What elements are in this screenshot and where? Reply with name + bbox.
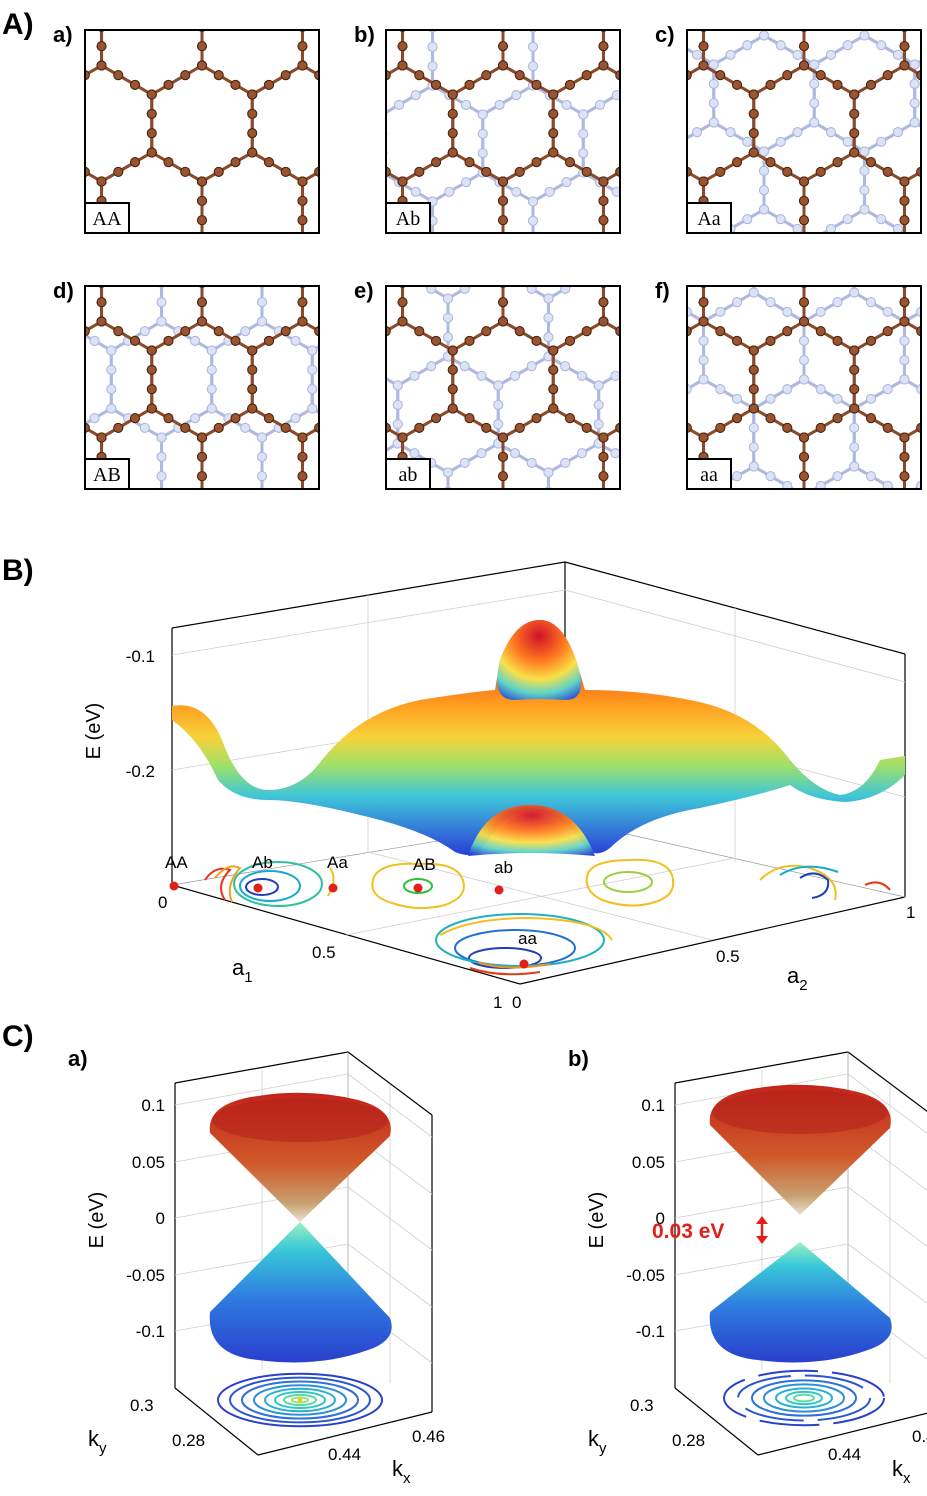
dirac-ztick: -0.1 [636,1322,665,1341]
ky-tick-0.28: 0.28 [172,1431,205,1450]
stacking-tag-ab: ab [399,464,418,486]
lattice-letter-ab: e) [354,278,374,303]
lattice-letter-AA: a) [53,22,73,47]
dirac-floor-contours [218,1374,382,1426]
panel-b-a2-label: a2 [787,963,808,994]
section-label-c: C) [2,1020,34,1053]
lattice-letter-aa: f) [655,278,670,303]
dirac-ztick: -0.05 [126,1266,165,1285]
ky-tick-0.28: 0.28 [672,1431,705,1450]
stacking-point-Aa [329,884,338,893]
stacking-tag-Aa: Aa [697,208,720,230]
panel-b-energy-surface [172,620,905,856]
ky-tick-0.3: 0.3 [130,1396,154,1415]
stacking-tag-Ab: Ab [396,208,420,230]
dirac-cone-panel-1: a) 0.1 0.05 0 -0.05 -0.1 E (eV) 0.3 0.28 0.44 0.46… [68,1046,445,1487]
panel-b-a1-tick-05: 0.5 [312,943,336,962]
lower-dirac-cone [210,1222,392,1362]
lattice-letter-AB: d) [53,278,74,303]
kx-tick-0.46: 0.46 [412,1427,445,1446]
dirac-cone-panel-2: b)0.10.050-0.05-0.1E (eV)0.30.280.440.46… [568,1046,927,1487]
dirac-ztick: 0.1 [141,1096,165,1115]
panel-b-contours [205,860,890,974]
stacking-point-label-Ab: Ab [252,853,273,872]
kx-label: kx [392,1456,411,1487]
dirac-ztick: 0 [156,1209,165,1228]
panel-b-a2-tick-0: 0 [512,993,521,1012]
stacking-point-label-aa: aa [518,929,537,948]
stacking-tag-aa: aa [700,464,718,486]
band-gap-label: 0.03 eV [652,1220,724,1243]
dirac-floor-contours [724,1371,884,1425]
dirac-ztick: 0.1 [641,1096,665,1115]
panel-c-dirac-cones: a) 0.1 0.05 0 -0.05 -0.1 E (eV) 0.3 0.28 0.44 0.46… [68,1046,927,1487]
panel-b-a2-tick-1: 1 [906,903,915,922]
ky-label: ky [88,1426,107,1457]
section-label-a: A) [2,8,34,41]
section-label-b: B) [2,554,34,587]
panel-b-a1-tick-1: 1 [493,993,502,1012]
stacking-point-label-Aa: Aa [327,853,348,872]
dirac-ztick: 0.05 [132,1153,165,1172]
stacking-point-AA [170,882,179,891]
dirac-panel-letter: b) [568,1046,589,1071]
kx-label: kx [892,1456,911,1487]
stacking-point-ab [495,886,504,895]
lower-dirac-cone [710,1242,892,1362]
stacking-point-aa [520,960,529,969]
lattice-letter-Ab: b) [354,22,375,47]
stacking-point-AB [414,884,423,893]
panel-b-zlabel: E (eV) [83,703,105,760]
ky-tick-0.3: 0.3 [630,1396,654,1415]
band-gap-arrow [756,1216,768,1244]
dirac-ztick: -0.05 [626,1266,665,1285]
stacking-tag-AB: AB [93,464,121,486]
panel-b-a2-tick-05: 0.5 [716,947,740,966]
dirac-panel-letter: a) [68,1046,88,1071]
dirac-zlabel: E (eV) [586,1192,608,1249]
kx-tick-0.46: 0.46 [912,1427,927,1446]
dirac-ztick: -0.1 [136,1322,165,1341]
stacking-tag-AA: AA [93,208,122,230]
panel-b-ztick-1: -0.1 [126,647,155,666]
stacking-point-Ab [254,884,263,893]
ky-label: ky [588,1426,607,1457]
kx-tick-0.44: 0.44 [328,1445,361,1464]
panel-b-ztick-2: -0.2 [126,762,155,781]
dirac-zlabel: E (eV) [86,1192,108,1249]
panel-b-a1-tick-0: 0 [158,893,167,912]
stacking-point-label-ab: ab [494,858,513,877]
stacking-point-label-AB: AB [413,855,436,874]
panel-b-a1-label: a1 [232,955,253,986]
kx-tick-0.44: 0.44 [828,1445,861,1464]
stacking-point-label-AA: AA [165,853,188,872]
dirac-ztick: 0.05 [632,1153,665,1172]
lattice-letter-Aa: c) [655,22,675,47]
